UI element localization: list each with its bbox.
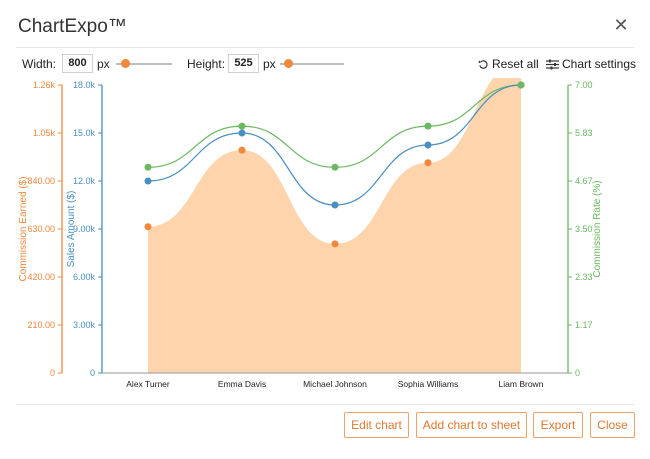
close-button[interactable]: Close — [590, 412, 635, 438]
commission-rate-axis-tick-label: 5.83 — [575, 128, 593, 138]
app-title: ChartExpo™ — [18, 16, 127, 37]
x-tick-label: Michael Johnson — [303, 379, 367, 389]
commission-rate-axis-tick-label: 0 — [575, 368, 580, 378]
height-unit: px — [263, 57, 276, 71]
reset-icon — [478, 60, 488, 69]
sales-amount-point — [424, 141, 432, 149]
x-tick-label: Emma Davis — [218, 379, 266, 389]
height-slider-handle[interactable] — [284, 59, 293, 68]
width-unit: px — [97, 57, 110, 71]
width-input[interactable]: 800 — [62, 54, 93, 73]
sales-amount-axis-tick-label: 15.0k — [73, 128, 96, 138]
sales-amount-point — [331, 201, 339, 209]
height-slider-track[interactable] — [280, 63, 344, 65]
commission-rate-point — [424, 122, 432, 130]
commission-earned-axis-tick-label: 1.26k — [33, 80, 56, 90]
footer-divider — [16, 404, 634, 405]
sales-amount-axis-tick-label: 0 — [90, 368, 95, 378]
sales-amount-axis-tick-label: 9.00k — [73, 224, 96, 234]
commission-rate-point — [144, 163, 152, 171]
commission-rate-axis-tick-label: 3.50 — [575, 224, 593, 234]
width-label: Width: — [22, 57, 57, 71]
edit-chart-button[interactable]: Edit chart — [344, 412, 409, 438]
x-tick-label: Liam Brown — [499, 379, 544, 389]
height-label: Height: — [187, 57, 226, 71]
commission-rate-point — [238, 122, 246, 130]
close-icon[interactable]: ✕ — [613, 15, 629, 35]
footer-buttons: Edit chart Add chart to sheet Export Clo… — [0, 412, 650, 438]
x-tick-label: Alex Turner — [126, 379, 170, 389]
commission-rate-axis-tick-label: 2.33 — [575, 272, 593, 282]
sales-amount-point — [144, 177, 152, 185]
x-tick-label: Sophia Williams — [398, 379, 458, 389]
sales-amount-axis-tick-label: 3.00k — [73, 320, 96, 330]
sales-amount-point — [238, 129, 246, 137]
export-button[interactable]: Export — [533, 412, 583, 438]
height-input[interactable]: 525 — [228, 54, 259, 73]
width-slider-handle[interactable] — [121, 59, 130, 68]
sales-amount-axis-title: Sales Amount ($) — [66, 191, 77, 268]
commission-rate-axis-tick-label: 4.67 — [575, 176, 593, 186]
commission-earned-axis-tick-label: 840.00 — [27, 176, 55, 186]
commission-earned-axis-tick-label: 630.00 — [27, 224, 55, 234]
width-slider-track[interactable] — [116, 63, 172, 65]
chart-settings-button[interactable]: Chart settings — [546, 57, 636, 71]
header-divider — [16, 47, 634, 48]
sales-amount-axis-tick-label: 12.0k — [73, 176, 96, 186]
add-chart-to-sheet-button[interactable]: Add chart to sheet — [416, 412, 527, 438]
commission-rate-point — [517, 81, 525, 89]
reset-all-label: Reset all — [492, 57, 539, 71]
reset-all-button[interactable]: Reset all — [478, 57, 539, 71]
sales-amount-axis-tick-label: 18.0k — [73, 80, 96, 90]
chart-settings-label: Chart settings — [562, 57, 637, 71]
commission-earned-point — [424, 159, 432, 167]
commission-rate-axis-tick-label: 1.17 — [575, 320, 593, 330]
commission-rate-axis-title: Commission Rate (%) — [592, 180, 603, 277]
commission-earned-axis-tick-label: 420.00 — [27, 272, 55, 282]
commission-earned-point — [238, 146, 246, 154]
commission-earned-area — [148, 62, 521, 373]
commission-rate-point — [331, 163, 339, 171]
sliders-icon — [546, 59, 559, 70]
commission-rate-axis-tick-label: 7.00 — [575, 80, 593, 90]
commission-earned-axis-title: Commission Earned ($) — [18, 176, 29, 281]
sales-amount-axis-tick-label: 6.00k — [73, 272, 96, 282]
chart-svg: 0 210.00 420.00 630.00 840.00 1.05k 1.26k 0 3.00… — [18, 58, 603, 389]
commission-earned-point — [331, 240, 339, 248]
commission-earned-axis-tick-label: 0 — [50, 368, 55, 378]
chart-canvas: 0 210.00 420.00 630.00 840.00 1.05k 1.26k 0 3.00… — [0, 58, 650, 393]
size-controls: Width: 800 px Height: 525 px Reset all C… — [0, 52, 650, 76]
commission-earned-axis-tick-label: 210.00 — [27, 320, 55, 330]
commission-earned-axis-tick-label: 1.05k — [33, 128, 56, 138]
commission-earned-point — [144, 223, 152, 231]
